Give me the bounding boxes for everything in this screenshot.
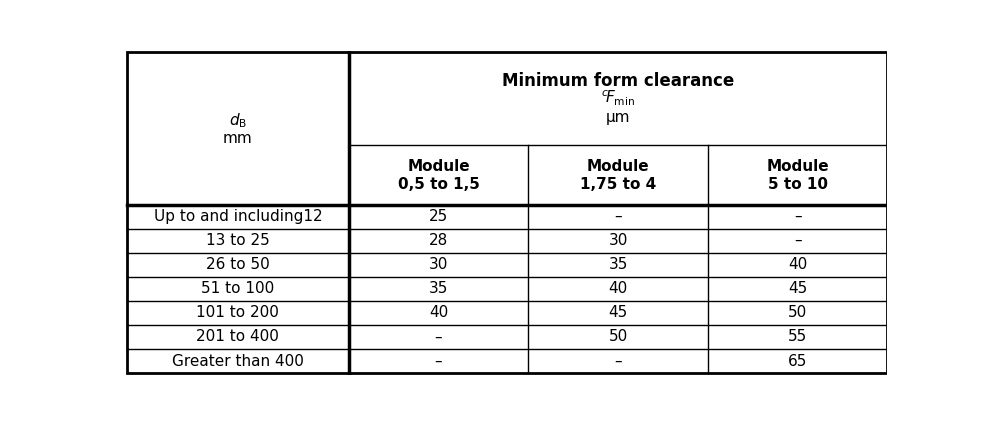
Text: 101 to 200: 101 to 200	[196, 305, 279, 320]
Text: 25: 25	[429, 209, 448, 224]
Text: 30: 30	[429, 257, 449, 272]
Text: Module: Module	[407, 159, 469, 174]
Text: $^c\!F_{\mathrm{min}}$: $^c\!F_{\mathrm{min}}$	[601, 89, 635, 108]
Text: 35: 35	[608, 257, 628, 272]
Text: Up to and including12: Up to and including12	[154, 209, 322, 224]
Text: 30: 30	[608, 233, 628, 248]
Text: 40: 40	[608, 281, 628, 296]
Text: –: –	[614, 354, 622, 368]
Text: μm: μm	[605, 110, 630, 125]
Text: 0,5 to 1,5: 0,5 to 1,5	[397, 177, 479, 192]
Text: Minimum form clearance: Minimum form clearance	[502, 72, 735, 90]
Text: Greater than 400: Greater than 400	[172, 354, 304, 368]
Text: Module: Module	[766, 159, 829, 174]
Text: 201 to 400: 201 to 400	[196, 330, 279, 344]
Text: 50: 50	[608, 330, 628, 344]
Text: –: –	[435, 330, 443, 344]
Text: –: –	[614, 209, 622, 224]
Text: 45: 45	[608, 305, 628, 320]
Text: 26 to 50: 26 to 50	[206, 257, 270, 272]
Text: –: –	[794, 209, 802, 224]
Text: 5 to 10: 5 to 10	[768, 177, 827, 192]
Text: 13 to 25: 13 to 25	[206, 233, 270, 248]
Text: 65: 65	[788, 354, 808, 368]
Text: 1,75 to 4: 1,75 to 4	[580, 177, 656, 192]
Text: 40: 40	[788, 257, 808, 272]
Text: 40: 40	[429, 305, 448, 320]
Text: 51 to 100: 51 to 100	[201, 281, 274, 296]
Text: Module: Module	[587, 159, 650, 174]
Text: 50: 50	[788, 305, 808, 320]
Text: 35: 35	[429, 281, 449, 296]
Text: 28: 28	[429, 233, 448, 248]
Text: $d_\mathrm{B}$: $d_\mathrm{B}$	[229, 111, 246, 130]
Text: 45: 45	[788, 281, 808, 296]
Text: –: –	[435, 354, 443, 368]
Text: –: –	[794, 233, 802, 248]
Text: 55: 55	[788, 330, 808, 344]
Text: mm: mm	[223, 131, 252, 146]
